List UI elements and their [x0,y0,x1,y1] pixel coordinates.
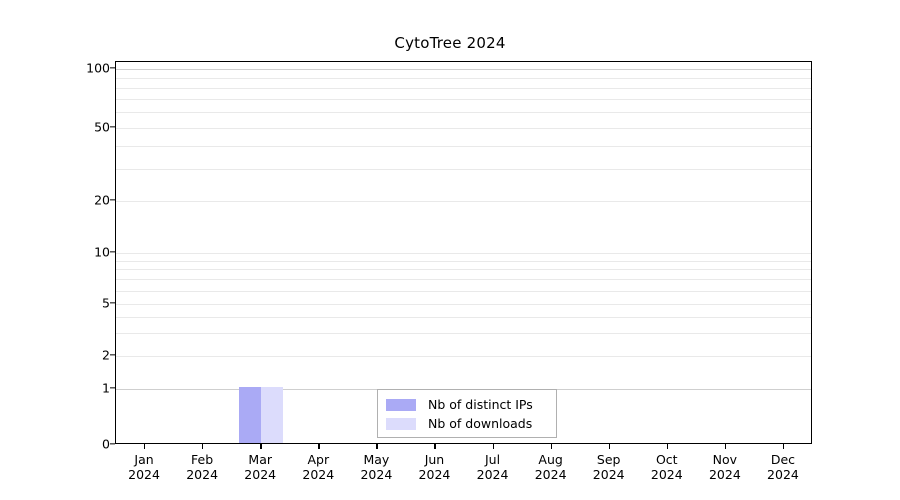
legend-label: Nb of distinct IPs [428,397,533,412]
x-axis-tick-label-month: Apr [307,452,330,467]
x-axis-tick-label-year: 2024 [244,467,277,482]
gridline [116,356,811,357]
x-axis-tick-label-month: Jul [484,452,501,467]
y-axis-tick-mark [110,199,115,201]
x-axis-tick-label-month: Jun [424,452,445,467]
x-axis-tick-label-year: 2024 [767,467,799,482]
chart-title: CytoTree 2024 [394,34,506,52]
y-axis-tick-mark [110,126,115,128]
x-axis-tick-label-year: 2024 [592,467,625,482]
gridline [116,279,811,281]
x-axis-tick-label-year: 2024 [534,467,567,482]
x-axis-tick-mark [318,444,320,449]
gridline [116,304,811,305]
y-axis-tick-label: 2 [102,347,110,363]
gridline [116,260,811,262]
x-axis-tick-label-month: Feb [191,452,214,467]
x-axis-tick-label: Jan 2024 [109,452,179,482]
x-axis-tick-mark [550,444,552,449]
x-axis-tick-label: Dec 2024 [748,452,818,482]
x-axis-tick-label-year: 2024 [476,467,509,482]
y-axis-labels: 0 1 2 5 10 20 50 100 [60,0,110,500]
x-axis-tick-label-month: Aug [538,452,563,467]
x-axis-tick-mark [144,444,146,449]
x-axis-tick-label: Jun 2024 [399,452,469,482]
gridline [116,269,811,271]
y-axis-tick-label: 10 [94,244,110,260]
x-axis-tick-label-year: 2024 [650,467,683,482]
y-axis-tick-mark [110,251,115,253]
x-axis-tick-mark [782,444,785,449]
gridline [116,290,811,292]
y-axis-tick-label: 1 [102,380,110,396]
legend-label: Nb of downloads [428,416,533,431]
legend-item[interactable]: Nb of downloads [386,414,548,433]
y-axis-tick-mark [110,443,115,445]
x-axis-tick-label: Sep 2024 [574,452,644,482]
x-axis-tick-label-year: 2024 [708,467,741,482]
y-axis-tick-mark [110,387,115,389]
bar [261,387,284,443]
chart-legend[interactable]: Nb of distinct IPs Nb of downloads [377,389,557,438]
x-axis-tick-mark [492,444,494,449]
x-axis-tick-mark [376,444,378,449]
x-axis-tick-mark [260,444,262,449]
x-axis-tick-mark [608,444,610,449]
x-axis-tick-marks [0,444,900,450]
gridline [116,77,811,79]
x-axis-tick-label-year: 2024 [302,467,335,482]
y-axis-tick-marks [110,0,115,500]
y-axis-tick-label: 100 [86,60,110,76]
gridline [116,69,811,70]
y-axis-tick-label: 5 [102,295,110,311]
gridline [116,201,811,202]
x-axis-tick-label: Oct 2024 [632,452,702,482]
x-axis-tick-label: May 2024 [341,452,411,482]
y-axis-tick-mark [110,302,115,304]
x-axis-tick-label: Mar 2024 [225,452,295,482]
x-axis-tick-label: Aug 2024 [516,452,586,482]
gridline [116,87,811,89]
gridline [116,332,811,334]
gridline [116,145,811,147]
legend-swatch [386,398,416,411]
y-axis-tick-label: 20 [94,192,110,208]
x-axis-tick-label-year: 2024 [418,467,451,482]
gridline [116,253,811,254]
bar [239,387,262,443]
x-axis-tick-label: Feb 2024 [167,452,237,482]
x-axis-tick-label-month: Dec [770,452,796,467]
x-axis-tick-label-year: 2024 [360,467,393,482]
gridline [116,99,811,101]
x-axis-tick-label: Jul 2024 [458,452,528,482]
y-axis-tick-mark [110,67,115,69]
x-axis-tick-label-month: Mar [248,452,272,467]
gridline [116,316,811,318]
y-axis-tick-mark [110,354,115,356]
x-axis-tick-mark [724,444,727,449]
x-axis-tick-mark [434,444,436,449]
gridline [116,168,811,170]
gridline [116,112,811,114]
x-axis-tick-label: Nov 2024 [690,452,760,482]
legend-item[interactable]: Nb of distinct IPs [386,395,548,414]
gridline [116,128,811,129]
x-axis-tick-label-year: 2024 [186,467,219,482]
y-axis-tick-label: 50 [94,119,110,135]
legend-swatch [386,417,416,430]
x-axis-tick-label: Apr 2024 [283,452,353,482]
plot-area [115,61,812,444]
x-axis-tick-label-month: Nov [712,452,738,467]
x-axis-tick-label-month: Oct [655,452,678,467]
y-axis-tick-label: 0 [102,436,110,452]
x-axis-tick-label-month: Sep [596,452,621,467]
x-axis-tick-label-year: 2024 [128,467,160,482]
x-axis-labels: Jan 2024 Feb 2024 Mar 2024 Apr 2024 May 2024 Jun 20… [0,452,900,492]
x-axis-tick-mark [202,444,204,449]
x-axis-tick-label-month: Jan [134,452,154,467]
x-axis-tick-mark [666,444,669,449]
x-axis-tick-label-month: May [363,452,390,467]
